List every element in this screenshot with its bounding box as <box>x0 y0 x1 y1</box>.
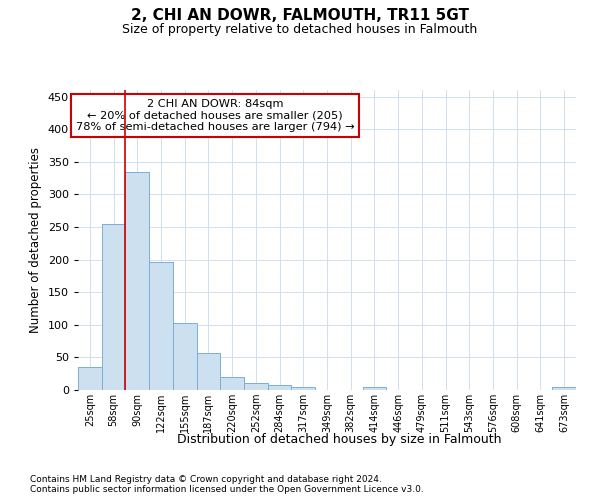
Bar <box>244 383 268 390</box>
Text: 2, CHI AN DOWR, FALMOUTH, TR11 5GT: 2, CHI AN DOWR, FALMOUTH, TR11 5GT <box>131 8 469 22</box>
Bar <box>292 388 315 390</box>
Text: 2 CHI AN DOWR: 84sqm
← 20% of detached houses are smaller (205)
78% of semi-deta: 2 CHI AN DOWR: 84sqm ← 20% of detached h… <box>76 99 354 132</box>
Text: Contains public sector information licensed under the Open Government Licence v3: Contains public sector information licen… <box>30 485 424 494</box>
Bar <box>362 388 386 390</box>
Bar <box>78 367 102 390</box>
Bar <box>220 377 244 390</box>
Bar <box>552 388 576 390</box>
Text: Size of property relative to detached houses in Falmouth: Size of property relative to detached ho… <box>122 22 478 36</box>
Text: Contains HM Land Registry data © Crown copyright and database right 2024.: Contains HM Land Registry data © Crown c… <box>30 475 382 484</box>
Bar <box>149 262 173 390</box>
Bar <box>125 172 149 390</box>
Bar <box>102 224 125 390</box>
Bar <box>197 353 220 390</box>
Bar <box>173 323 197 390</box>
Text: Distribution of detached houses by size in Falmouth: Distribution of detached houses by size … <box>177 432 501 446</box>
Bar <box>268 386 292 390</box>
Y-axis label: Number of detached properties: Number of detached properties <box>29 147 42 333</box>
